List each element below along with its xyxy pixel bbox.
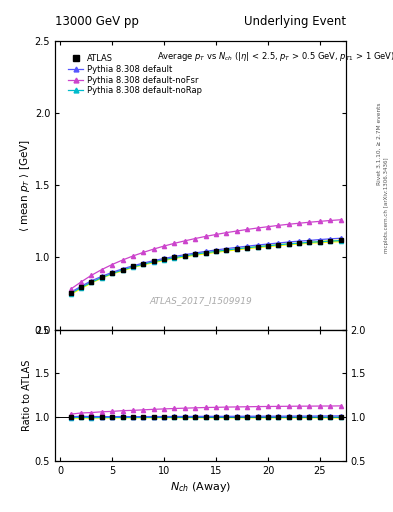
Pythia 8.308 default [182,251,187,258]
Pythia 8.308 default-noFsr [99,266,104,272]
Pythia 8.308 default [203,248,208,254]
Pythia 8.308 default-noRap [203,250,208,256]
Line: Pythia 8.308 default-noRap: Pythia 8.308 default-noRap [68,239,343,295]
Pythia 8.308 default [234,244,239,250]
Line: Pythia 8.308 default-noFsr: Pythia 8.308 default-noFsr [68,218,343,291]
Pythia 8.308 default-noRap [214,248,219,254]
Pythia 8.308 default-noFsr [193,236,198,242]
Pythia 8.308 default [286,239,291,245]
Pythia 8.308 default-noRap [130,264,135,270]
Pythia 8.308 default [328,236,332,242]
Y-axis label: Ratio to ATLAS: Ratio to ATLAS [22,359,32,431]
Pythia 8.308 default-noFsr [286,221,291,227]
Pythia 8.308 default-noFsr [68,286,73,292]
Text: mcplots.cern.ch [arXiv:1306.3436]: mcplots.cern.ch [arXiv:1306.3436] [384,157,389,252]
Pythia 8.308 default-noFsr [307,219,312,225]
Pythia 8.308 default-noRap [162,257,167,263]
Pythia 8.308 default-noFsr [224,229,229,236]
Pythia 8.308 default-noFsr [297,220,301,226]
Pythia 8.308 default-noRap [120,267,125,273]
Pythia 8.308 default-noRap [182,253,187,259]
Pythia 8.308 default-noFsr [141,249,146,255]
Pythia 8.308 default [120,266,125,272]
Pythia 8.308 default [89,278,94,284]
Pythia 8.308 default-noRap [328,238,332,244]
Pythia 8.308 default [307,238,312,244]
Pythia 8.308 default-noFsr [234,228,239,234]
Pythia 8.308 default [68,289,73,295]
Pythia 8.308 default-noRap [68,290,73,296]
Pythia 8.308 default-noFsr [172,240,177,246]
Pythia 8.308 default-noFsr [276,222,281,228]
Pythia 8.308 default [110,269,114,275]
Pythia 8.308 default-noRap [172,254,177,261]
Text: Rivet 3.1.10, ≥ 2.7M events: Rivet 3.1.10, ≥ 2.7M events [377,102,382,185]
Pythia 8.308 default-noFsr [89,272,94,279]
Pythia 8.308 default-noRap [255,244,260,250]
Text: ATLAS_2017_I1509919: ATLAS_2017_I1509919 [149,296,252,305]
Legend: ATLAS, Pythia 8.308 default, Pythia 8.308 default-noFsr, Pythia 8.308 default-no: ATLAS, Pythia 8.308 default, Pythia 8.30… [65,51,205,99]
X-axis label: $N_{ch}$ (Away): $N_{ch}$ (Away) [170,480,231,494]
Pythia 8.308 default-noFsr [328,218,332,224]
Pythia 8.308 default-noRap [234,246,239,252]
Pythia 8.308 default [172,253,177,260]
Pythia 8.308 default [79,283,83,289]
Pythia 8.308 default-noFsr [130,253,135,259]
Pythia 8.308 default [141,260,146,266]
Pythia 8.308 default-noFsr [120,257,125,263]
Pythia 8.308 default-noFsr [79,279,83,285]
Pythia 8.308 default [214,247,219,253]
Pythia 8.308 default-noRap [193,251,198,258]
Pythia 8.308 default-noRap [79,285,83,291]
Pythia 8.308 default [151,258,156,264]
Pythia 8.308 default-noRap [110,270,114,276]
Pythia 8.308 default-noFsr [338,217,343,223]
Y-axis label: $\langle$ mean $p_T$ $\rangle$ [GeV]: $\langle$ mean $p_T$ $\rangle$ [GeV] [18,139,32,232]
Pythia 8.308 default-noRap [286,241,291,247]
Pythia 8.308 default-noRap [224,247,229,253]
Pythia 8.308 default-noFsr [151,246,156,252]
Pythia 8.308 default-noRap [297,240,301,246]
Pythia 8.308 default-noRap [151,259,156,265]
Text: 13000 GeV pp: 13000 GeV pp [55,15,139,28]
Line: Pythia 8.308 default: Pythia 8.308 default [68,236,343,294]
Pythia 8.308 default [318,237,322,243]
Pythia 8.308 default [162,255,167,262]
Pythia 8.308 default-noFsr [203,233,208,240]
Pythia 8.308 default-noFsr [162,243,167,249]
Pythia 8.308 default-noRap [245,245,250,251]
Pythia 8.308 default-noFsr [182,238,187,244]
Text: Average $p_T$ vs $N_{ch}$ ($|\eta|$ < 2.5, $p_T$ > 0.5 GeV, $p_{T1}$ > 1 GeV): Average $p_T$ vs $N_{ch}$ ($|\eta|$ < 2.… [157,50,393,62]
Pythia 8.308 default [276,240,281,246]
Pythia 8.308 default-noFsr [245,226,250,232]
Pythia 8.308 default-noFsr [214,231,219,238]
Pythia 8.308 default-noFsr [255,225,260,231]
Pythia 8.308 default-noRap [307,239,312,245]
Pythia 8.308 default [338,235,343,241]
Pythia 8.308 default-noFsr [266,224,270,230]
Pythia 8.308 default-noRap [141,261,146,267]
Pythia 8.308 default [255,242,260,248]
Pythia 8.308 default-noRap [266,243,270,249]
Pythia 8.308 default [193,250,198,256]
Pythia 8.308 default [297,238,301,244]
Pythia 8.308 default-noRap [338,238,343,244]
Pythia 8.308 default-noFsr [318,218,322,224]
Pythia 8.308 default [245,243,250,249]
Pythia 8.308 default [130,263,135,269]
Text: Underlying Event: Underlying Event [244,15,346,28]
Pythia 8.308 default-noRap [89,279,94,285]
Pythia 8.308 default-noRap [99,274,104,281]
Pythia 8.308 default [266,241,270,247]
Pythia 8.308 default [99,273,104,280]
Pythia 8.308 default-noRap [276,242,281,248]
Pythia 8.308 default-noRap [318,239,322,245]
Pythia 8.308 default [224,246,229,252]
Pythia 8.308 default-noFsr [110,262,114,268]
